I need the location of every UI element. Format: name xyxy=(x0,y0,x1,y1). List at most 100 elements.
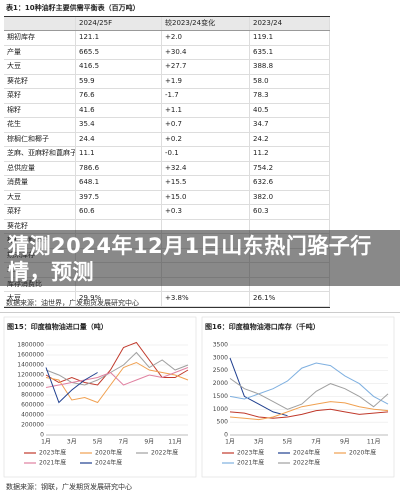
value-cell: +15.5 xyxy=(162,176,250,190)
legend-label: 2023年度 xyxy=(39,449,66,457)
label-cell: 菜籽 xyxy=(4,89,76,103)
y-tick-label: 3500 xyxy=(213,342,228,349)
value-cell: +27.7 xyxy=(162,60,250,74)
x-tick-label: 7月 xyxy=(119,439,129,446)
label-cell: 大豆 xyxy=(4,190,76,204)
table-row: 棉籽 41.6 +1.1 40.5 xyxy=(4,103,330,118)
legend-label: 2020年度 xyxy=(349,449,376,457)
label-cell: 消费量 xyxy=(4,176,76,190)
y-tick-label: 1000000 xyxy=(17,382,44,389)
label-cell: 总供应量 xyxy=(4,161,76,175)
y-tick-label: 1400000 xyxy=(17,362,44,369)
value-cell: +1.1 xyxy=(162,103,250,117)
y-tick-label: 500 xyxy=(217,419,229,426)
table-row: 菜籽 60.6 +0.3 60.3 xyxy=(4,205,330,220)
y-tick-label: 1000 xyxy=(213,406,228,413)
value-cell xyxy=(76,219,162,233)
value-cell xyxy=(162,219,250,233)
series-line xyxy=(229,401,389,421)
series-line xyxy=(229,377,389,410)
table-title: 表1：10种油籽主要供需平衡表（百万吨） xyxy=(6,4,140,12)
value-cell: -1.7 xyxy=(162,89,250,103)
x-tick-label: 3月 xyxy=(254,439,264,446)
legend-label: 2022年度 xyxy=(151,449,178,457)
table-row: 菜籽 76.6 -1.7 78.3 xyxy=(4,89,330,104)
value-cell: +15.0 xyxy=(162,190,250,204)
value-cell: 11.2 xyxy=(250,147,330,161)
y-tick-label: 1600000 xyxy=(17,352,44,359)
y-tick-label: 200000 xyxy=(21,422,44,429)
series-line xyxy=(45,341,189,386)
value-cell: 665.5 xyxy=(76,45,162,59)
value-cell: 119.1 xyxy=(250,31,330,45)
label-cell: 葵花籽 xyxy=(4,219,76,233)
value-cell: 635.1 xyxy=(250,45,330,59)
value-cell: +32.4 xyxy=(162,161,250,175)
legend-label: 2020年度 xyxy=(95,449,122,457)
value-cell: -0.1 xyxy=(162,147,250,161)
value-cell: 397.5 xyxy=(76,190,162,204)
value-cell: 60.6 xyxy=(76,205,162,219)
table-header: 2024/25F 较2023/24变化 2023/24 xyxy=(4,17,330,31)
series-line xyxy=(45,351,189,386)
series-line xyxy=(45,367,189,388)
series-line xyxy=(229,408,389,419)
value-cell: +0.2 xyxy=(162,132,250,146)
header-cell xyxy=(4,17,76,30)
value-cell: +0.3 xyxy=(162,205,250,219)
value-cell: +30.4 xyxy=(162,45,250,59)
y-tick-label: 1500 xyxy=(213,393,228,400)
legend-label: 2024年度 xyxy=(293,449,320,457)
x-tick-label: 1月 xyxy=(41,439,51,446)
header-cell: 2024/25F xyxy=(76,17,162,30)
legend-label: 2021年度 xyxy=(237,459,264,467)
table-row: 芝麻、亚麻籽和蓖麻子 11.1 -0.1 11.2 xyxy=(4,147,330,162)
figure-frame xyxy=(201,316,395,478)
value-cell xyxy=(250,219,330,233)
y-tick-label: 2000 xyxy=(213,380,228,387)
table-row: 花生 35.4 +0.7 34.7 xyxy=(4,118,330,133)
y-tick-label: 1200000 xyxy=(17,372,44,379)
value-cell: 26.1% xyxy=(250,292,330,306)
label-cell: 大豆 xyxy=(4,60,76,74)
label-cell: 产量 xyxy=(4,45,76,59)
value-cell: 76.6 xyxy=(76,89,162,103)
table-row: 产量 665.5 +30.4 635.1 xyxy=(4,45,330,60)
x-tick-label: 11月 xyxy=(168,439,182,446)
table-row: 大豆 416.5 +27.7 388.8 xyxy=(4,60,330,75)
value-cell: 59.9 xyxy=(76,74,162,88)
x-tick-label: 5月 xyxy=(93,439,103,446)
x-tick-label: 1月 xyxy=(225,439,235,446)
label-cell: 大豆 xyxy=(4,292,76,306)
series-line xyxy=(229,357,288,417)
legend-label: 2022年度 xyxy=(293,459,320,467)
value-cell: 648.1 xyxy=(76,176,162,190)
table-row: 期初库存 121.1 +2.0 119.1 xyxy=(4,31,330,46)
label-cell: 棕榈仁和椰子 xyxy=(4,132,76,146)
value-cell: +1.9 xyxy=(162,74,250,88)
value-cell: 41.6 xyxy=(76,103,162,117)
value-cell: 60.3 xyxy=(250,205,330,219)
y-tick-label: 0 xyxy=(40,432,44,439)
table-row: 大豆 397.5 +15.0 382.0 xyxy=(4,190,330,205)
label-cell: 菜籽 xyxy=(4,205,76,219)
label-cell: 期初库存 xyxy=(4,31,76,45)
value-cell: 40.5 xyxy=(250,103,330,117)
value-cell: 29.9% xyxy=(76,292,162,306)
banner-text: 猜测2024年12月1日山东热门骆子行情，预测 xyxy=(8,234,372,284)
value-cell: 24.4 xyxy=(76,132,162,146)
value-cell: 11.1 xyxy=(76,147,162,161)
y-tick-label: 2500 xyxy=(213,367,228,374)
figure-frame xyxy=(3,316,197,478)
legend-label: 2024年度 xyxy=(95,459,122,467)
value-cell: +0.7 xyxy=(162,118,250,132)
value-cell: +3.8% xyxy=(162,292,250,306)
label-cell: 芝麻、亚麻籽和蓖麻子 xyxy=(4,147,76,161)
value-cell: 632.6 xyxy=(250,176,330,190)
table-row: 葵花籽 59.9 +1.9 58.0 xyxy=(4,74,330,89)
header-cell: 2023/24 xyxy=(250,17,330,30)
value-cell: 34.7 xyxy=(250,118,330,132)
legend-label: 2021年度 xyxy=(39,459,66,467)
series-line xyxy=(45,367,98,404)
figure-title: 图16：印度植物油港口库存（千吨） xyxy=(205,322,320,331)
